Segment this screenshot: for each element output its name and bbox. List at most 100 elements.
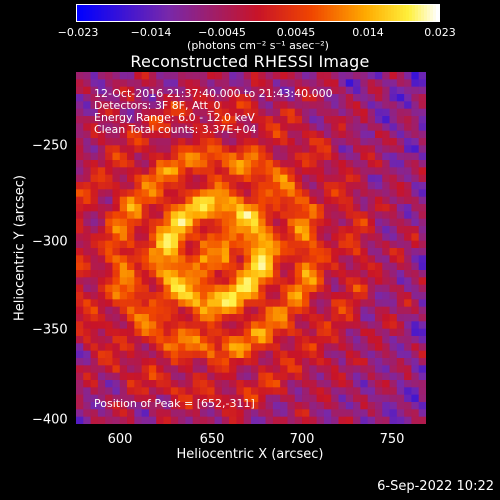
heatmap-cell [258,167,266,176]
heatmap-cell [404,380,412,388]
heatmap-cell [97,328,106,337]
heatmap-cell [97,416,106,424]
heatmap-cell [316,86,325,95]
heatmap-cell [90,145,99,154]
heatmap-cell [170,196,179,205]
heatmap-cell [265,167,274,176]
heatmap-cell [76,123,84,132]
heatmap-cell [345,86,354,95]
heatmap-cell [112,174,121,183]
heatmap-cell [199,233,208,242]
heatmap-cell [243,152,252,161]
heatmap-cell [156,145,164,154]
heatmap-cell [214,350,223,359]
heatmap-cell [345,358,354,366]
heatmap-cell [331,94,339,102]
heatmap-cell [178,372,186,381]
heatmap-cell [345,79,354,88]
heatmap-cell [396,138,405,146]
heatmap-cell [221,138,230,146]
heatmap-cell [396,130,405,139]
heatmap-cell [221,86,230,95]
heatmap-cell [148,226,157,234]
heatmap-cell [411,248,420,256]
heatmap-cell [229,292,237,300]
heatmap-cell [265,365,274,374]
heatmap-cell [127,152,135,161]
heatmap-cell [207,101,215,110]
heatmap-cell [389,358,398,366]
heatmap-cell [105,226,113,234]
heatmap-cell [316,79,325,88]
heatmap-cell [287,328,296,337]
heatmap-cell [265,130,274,139]
heatmap-cell [236,94,245,102]
heatmap-cell [90,299,99,308]
heatmap-cell [76,101,84,110]
heatmap-cell [112,336,121,344]
heatmap-cell [418,138,426,146]
heatmap-cell [119,402,128,410]
heatmap-cell [396,160,405,168]
heatmap-cell [105,262,113,271]
heatmap-cell [251,130,259,139]
heatmap-cell [178,321,186,330]
heatmap-cell [170,218,179,227]
heatmap-cell [331,138,339,146]
heatmap-cell [134,314,143,322]
heatmap-cell [207,314,215,322]
heatmap-cell [134,387,143,396]
colorbar-swatch [360,5,365,21]
heatmap-cell [258,299,266,308]
colorbar-swatch [230,5,235,21]
heatmap-cell [141,314,150,322]
heatmap-cell [280,204,288,212]
heatmap-cell [141,299,150,308]
heatmap-cell [265,94,274,102]
heatmap-cell [316,218,325,227]
heatmap-cell [192,343,201,352]
heatmap-cell [243,86,252,95]
heatmap-cell [236,204,245,212]
heatmap-cell [148,328,157,337]
heatmap-cell [163,152,172,161]
heatmap-cell [382,182,390,190]
heatmap-cell [404,160,412,168]
heatmap-cell [170,130,179,139]
heatmap-cell [185,167,194,176]
heatmap-cell [105,343,113,352]
heatmap-cell [294,79,303,88]
heatmap-cell [170,86,179,95]
heatmap-cell [148,255,157,264]
heatmap-cell [148,343,157,352]
heatmap-cell [148,248,157,256]
heatmap-cell [265,402,274,410]
heatmap-cell [353,108,361,117]
heatmap-cell [141,174,150,183]
heatmap-cell [374,372,383,381]
heatmap-cell [360,108,369,117]
heatmap-cell [374,211,383,220]
heatmap-cell [141,167,150,176]
heatmap-cell [170,343,179,352]
heatmap-cell [97,196,106,205]
heatmap-cell [367,196,376,205]
heatmap-cell [382,292,390,300]
heatmap-cell [214,284,223,293]
heatmap-cell [236,130,245,139]
heatmap-cell [382,116,390,124]
heatmap-cell [323,299,332,308]
heatmap-cell [83,182,91,190]
heatmap-cell [170,292,179,300]
heatmap-cell [396,226,405,234]
colorbar-swatch [384,5,389,21]
heatmap-cell [338,189,347,198]
heatmap-cell [156,277,164,286]
heatmap-cell [229,262,237,271]
heatmap-cell [258,174,266,183]
heatmap-cell [156,108,164,117]
heatmap-cell [192,196,201,205]
heatmap-cell [76,409,84,418]
heatmap-cell [243,350,252,359]
heatmap-cell [105,211,113,220]
